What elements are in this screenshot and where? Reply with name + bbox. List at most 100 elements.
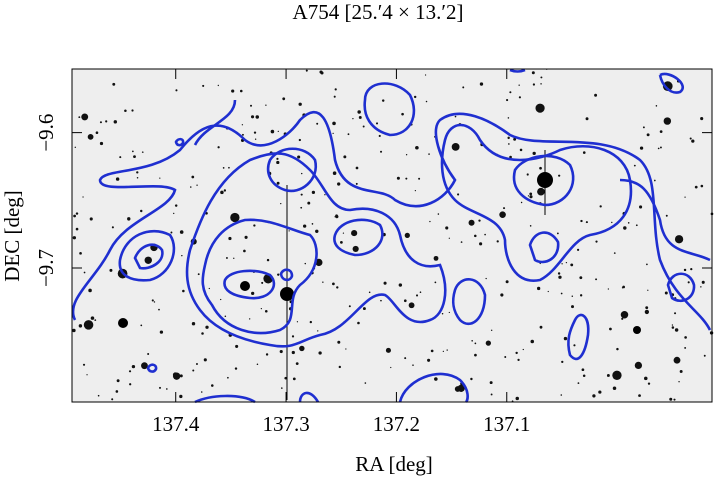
star (196, 363, 198, 365)
star (404, 357, 407, 360)
star (253, 131, 257, 134)
star (78, 324, 83, 328)
star (616, 347, 619, 351)
star (345, 348, 347, 350)
star (539, 166, 542, 170)
star (338, 365, 341, 369)
star (448, 311, 450, 314)
bright-star (240, 281, 250, 291)
star (653, 179, 656, 182)
star (332, 121, 336, 126)
star (248, 318, 251, 320)
star (560, 394, 563, 396)
star (460, 241, 463, 243)
star (174, 204, 178, 207)
star (265, 353, 269, 356)
star (540, 83, 542, 85)
star (659, 130, 663, 133)
contour (440, 123, 633, 282)
star (529, 195, 533, 199)
contour (223, 269, 276, 300)
star (404, 232, 410, 239)
star (191, 175, 195, 179)
star (276, 160, 280, 165)
star (116, 379, 120, 383)
star (442, 350, 444, 353)
star (609, 327, 612, 331)
star (703, 354, 706, 357)
star (437, 213, 440, 215)
star (324, 194, 326, 196)
star (448, 237, 450, 239)
star (694, 185, 698, 189)
contours (71, 68, 712, 404)
star (665, 214, 668, 217)
star (679, 369, 683, 373)
star (470, 377, 473, 381)
star (535, 103, 545, 113)
star (519, 148, 523, 152)
contour (528, 231, 560, 264)
star (474, 234, 477, 238)
star (318, 351, 322, 355)
star (570, 263, 574, 267)
star (526, 173, 529, 176)
star (223, 189, 227, 192)
star (256, 363, 259, 365)
star (646, 263, 648, 266)
star (484, 233, 486, 236)
x-tick-label: 137.1 (483, 412, 530, 436)
star (671, 326, 675, 329)
star (166, 388, 168, 390)
star (474, 342, 477, 345)
star (203, 358, 207, 362)
star (128, 370, 132, 373)
star (621, 317, 624, 320)
star (582, 374, 586, 377)
star (683, 268, 687, 272)
star (253, 224, 256, 227)
star (612, 386, 617, 391)
star (333, 95, 336, 98)
star (408, 302, 415, 309)
star (507, 136, 510, 140)
star (537, 286, 541, 291)
star (529, 225, 532, 227)
star (250, 104, 253, 107)
star (504, 356, 507, 359)
x-axis-label: RA [deg] (355, 452, 433, 476)
star (347, 133, 350, 136)
star (576, 248, 580, 251)
x-tick-label: 137.3 (262, 412, 309, 436)
star (266, 258, 270, 262)
star (334, 88, 337, 91)
sky-image (72, 69, 712, 402)
star (556, 232, 559, 235)
star (673, 356, 681, 364)
star (78, 116, 81, 119)
star (111, 226, 114, 229)
star (251, 291, 255, 295)
star (645, 306, 649, 310)
star (489, 381, 493, 385)
star (75, 227, 79, 231)
star (635, 224, 638, 227)
star (72, 236, 77, 240)
star (244, 235, 248, 239)
star (99, 141, 104, 146)
contour (133, 243, 164, 270)
star (684, 196, 686, 198)
star (522, 348, 524, 351)
star (451, 142, 460, 151)
star (82, 196, 84, 198)
star (690, 268, 693, 271)
star (428, 153, 430, 155)
star (316, 122, 319, 125)
star (499, 211, 506, 218)
star (220, 190, 224, 195)
star (234, 367, 238, 370)
star (109, 268, 113, 272)
star (396, 176, 400, 180)
star (88, 288, 92, 293)
star (115, 390, 119, 393)
